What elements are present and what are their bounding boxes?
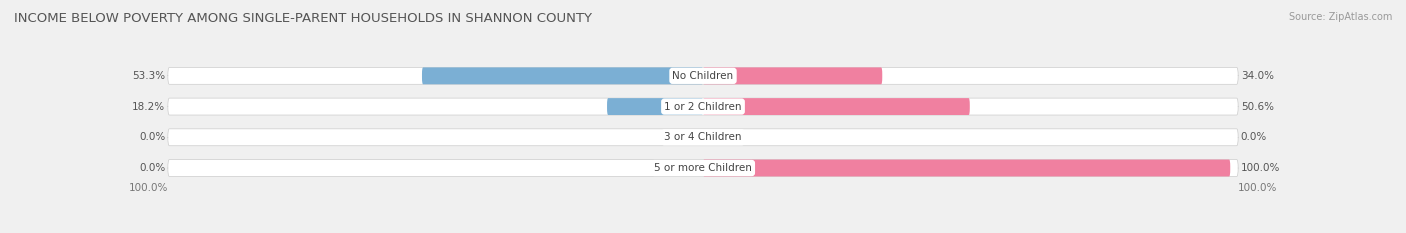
FancyBboxPatch shape	[703, 160, 1230, 176]
FancyBboxPatch shape	[167, 98, 1239, 115]
FancyBboxPatch shape	[703, 98, 970, 115]
FancyBboxPatch shape	[703, 67, 883, 84]
FancyBboxPatch shape	[167, 129, 1239, 146]
Text: 34.0%: 34.0%	[1241, 71, 1274, 81]
Text: 5 or more Children: 5 or more Children	[654, 163, 752, 173]
Text: 100.0%: 100.0%	[128, 183, 167, 193]
Text: 50.6%: 50.6%	[1241, 102, 1274, 112]
FancyBboxPatch shape	[422, 67, 703, 84]
Text: 0.0%: 0.0%	[139, 132, 166, 142]
Text: INCOME BELOW POVERTY AMONG SINGLE-PARENT HOUSEHOLDS IN SHANNON COUNTY: INCOME BELOW POVERTY AMONG SINGLE-PARENT…	[14, 12, 592, 25]
Text: Source: ZipAtlas.com: Source: ZipAtlas.com	[1288, 12, 1392, 22]
FancyBboxPatch shape	[607, 98, 703, 115]
FancyBboxPatch shape	[167, 160, 1239, 176]
Text: 100.0%: 100.0%	[1241, 163, 1281, 173]
Text: 3 or 4 Children: 3 or 4 Children	[664, 132, 742, 142]
Text: No Children: No Children	[672, 71, 734, 81]
Text: 53.3%: 53.3%	[132, 71, 166, 81]
Text: 0.0%: 0.0%	[139, 163, 166, 173]
Text: 0.0%: 0.0%	[1241, 132, 1267, 142]
Text: 100.0%: 100.0%	[1239, 183, 1278, 193]
Text: 1 or 2 Children: 1 or 2 Children	[664, 102, 742, 112]
FancyBboxPatch shape	[167, 67, 1239, 84]
Text: 18.2%: 18.2%	[132, 102, 166, 112]
